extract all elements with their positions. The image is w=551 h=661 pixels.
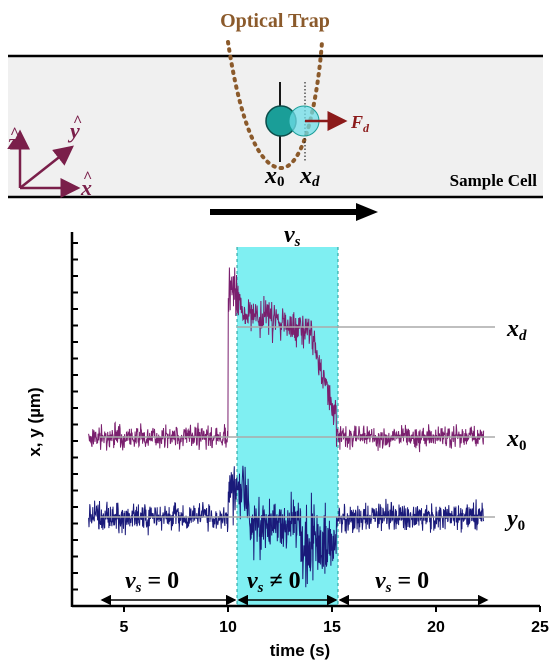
- axis-z-label: z: [7, 129, 17, 154]
- stage-velocity-arrowhead: [356, 203, 378, 221]
- sample-cell-label: Sample Cell: [450, 171, 538, 190]
- ref-label-y0: y0: [504, 506, 525, 534]
- x-tick-label: 25: [531, 619, 549, 636]
- x0-position-label: x0: [264, 163, 285, 190]
- axis-y-hat: ^: [73, 113, 82, 130]
- stage-velocity-label: vs: [284, 222, 301, 250]
- optical-trap-curve: [226, 40, 324, 170]
- plot-area: xd x0 y0 vs = 0 vs ≠ 0 vs = 0 5 10 15 20 25 tim…: [25, 232, 549, 660]
- x-tick-label: 5: [120, 619, 129, 636]
- x-tick-label: 15: [323, 619, 341, 636]
- axis-x-label: x: [80, 175, 92, 200]
- trap-label: Optical Trap: [220, 10, 330, 32]
- x-axis-ticks: 5 10 15 20 25: [120, 606, 549, 636]
- schematic: Optical Trap Fd x0 xd Sample Cell z ^ y …: [7, 10, 543, 250]
- drag-force-label: Fd: [350, 112, 370, 135]
- coordinate-axes-icon: [9, 129, 81, 198]
- ref-label-x0: x0: [506, 426, 527, 454]
- x-tick-label: 20: [427, 619, 445, 636]
- y-axis-title: x, y (µm): [25, 387, 44, 456]
- ref-label-xd: xd: [506, 316, 527, 344]
- y-axis-ticks: [72, 242, 78, 591]
- x-axis-title: time (s): [270, 641, 330, 660]
- region-label-during: vs ≠ 0: [247, 568, 301, 596]
- axis-z-hat: ^: [10, 125, 19, 142]
- region-label-before: vs = 0: [125, 568, 179, 596]
- y-position-trace: [88, 465, 485, 588]
- axis-y-label: y: [67, 118, 80, 143]
- region-label-after: vs = 0: [375, 568, 429, 596]
- xd-position-label: xd: [299, 163, 320, 190]
- x-tick-label: 10: [219, 619, 237, 636]
- axis-x-hat: ^: [83, 169, 92, 186]
